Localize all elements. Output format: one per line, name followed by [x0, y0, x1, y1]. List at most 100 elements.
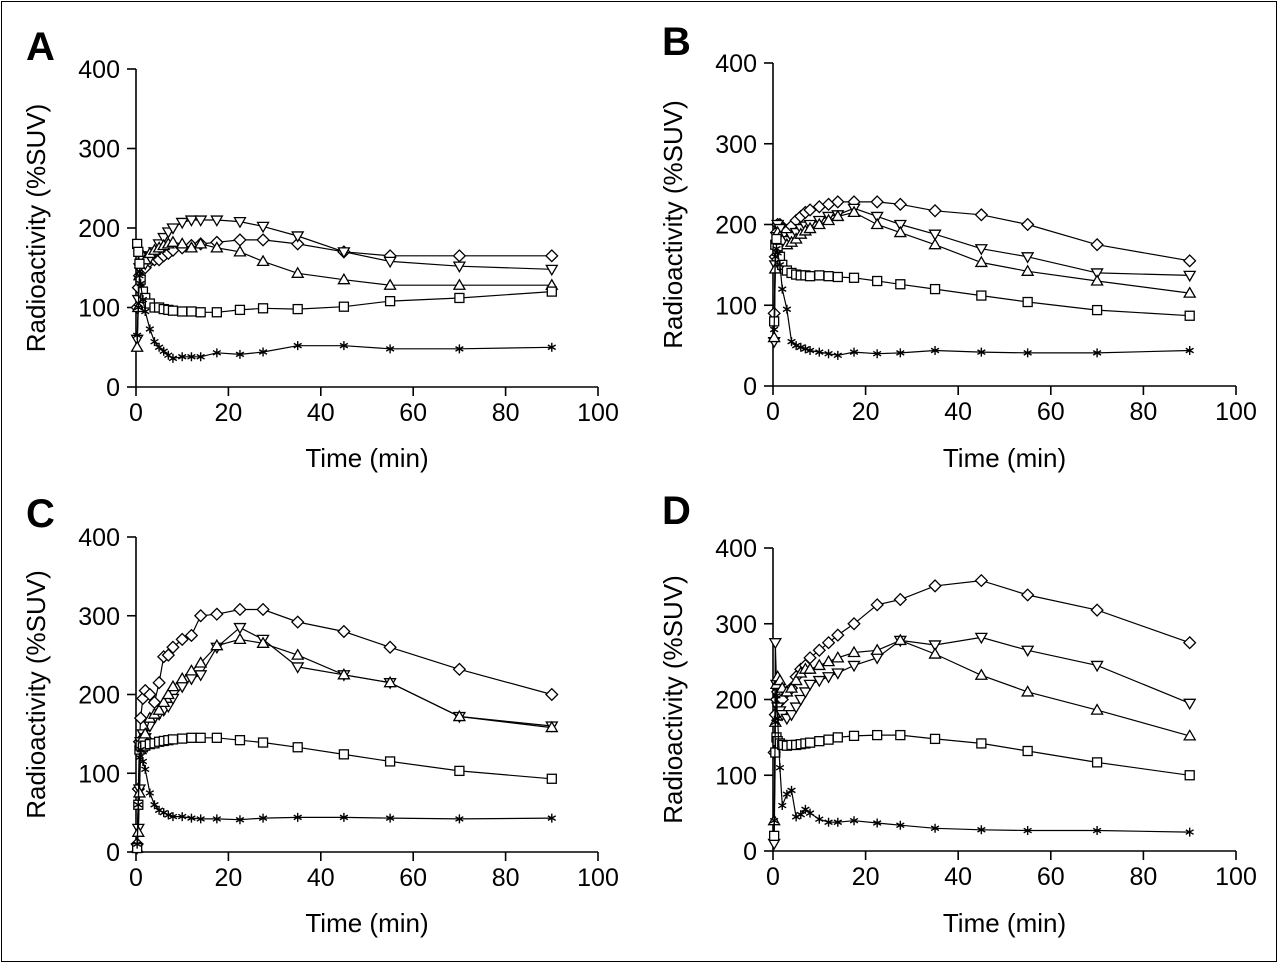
data-point-triangle-up — [893, 225, 907, 238]
data-point-star — [196, 814, 205, 824]
data-point-triangle-up — [337, 272, 351, 285]
x-tick-label: 0 — [129, 864, 143, 892]
data-point-triangle-down — [452, 261, 467, 273]
data-point-square — [1184, 770, 1195, 781]
y-tick-label: 200 — [78, 682, 120, 710]
x-tick-label: 0 — [766, 398, 780, 426]
data-point-star — [145, 788, 155, 798]
data-point-square — [895, 729, 906, 741]
data-point-triangle-up — [870, 217, 884, 230]
data-point-star — [145, 324, 155, 334]
data-point-triangle-up — [152, 703, 166, 715]
data-point-star — [849, 816, 859, 826]
data-point-triangle-up — [131, 825, 145, 837]
series-line — [136, 608, 552, 845]
data-point-diamond — [870, 598, 884, 612]
data-point-star — [872, 349, 882, 359]
data-point-star — [135, 753, 144, 762]
data-point-triangle-down — [194, 670, 208, 682]
data-point-star — [455, 344, 464, 354]
data-point-triangle-down — [1090, 660, 1104, 673]
y-tick-label: 200 — [78, 215, 120, 243]
y-tick-label: 100 — [78, 295, 120, 323]
data-point-square — [195, 307, 206, 318]
data-point-diamond — [290, 237, 305, 251]
data-point-triangle-down — [157, 232, 171, 245]
panel-d-label: D — [662, 489, 691, 533]
data-point-square — [292, 303, 303, 315]
data-point-triangle-up — [383, 675, 397, 688]
data-point-star — [815, 814, 824, 824]
data-point-diamond — [974, 573, 989, 588]
data-point-triangle-up — [175, 671, 189, 684]
x-tick-label: 60 — [399, 864, 427, 892]
data-point-square — [804, 271, 816, 282]
data-point-diamond — [233, 602, 247, 617]
series-line — [773, 639, 1190, 821]
data-point-triangle-down — [545, 264, 559, 277]
data-point-star — [339, 812, 349, 822]
data-point-square — [186, 306, 197, 317]
data-point-star — [796, 342, 806, 352]
data-point-triangle-up — [233, 245, 247, 257]
data-point-triangle-up — [545, 720, 559, 733]
data-point-triangle-up — [291, 266, 305, 278]
series-square — [769, 729, 1195, 841]
data-point-star — [977, 825, 986, 835]
series-triangle-up — [767, 633, 1197, 826]
data-point-triangle-up — [831, 209, 845, 222]
x-tick-label: 20 — [214, 399, 242, 427]
data-point-star — [1092, 348, 1102, 358]
data-point-star — [773, 713, 782, 723]
data-point-star — [168, 353, 178, 363]
y-axis-label: Radioactivity (%SUV) — [21, 104, 51, 353]
data-point-star — [339, 341, 349, 351]
data-point-square — [769, 830, 780, 841]
data-point-star — [896, 348, 905, 358]
data-point-star — [235, 349, 245, 359]
data-point-star — [782, 789, 792, 799]
data-point-triangle-down — [821, 672, 836, 684]
data-point-square — [804, 737, 816, 748]
y-tick-label: 100 — [715, 762, 757, 790]
x-axis-label: Time (min) — [943, 908, 1066, 938]
data-point-square — [546, 773, 557, 784]
x-tick-label: 0 — [129, 399, 143, 427]
y-tick-label: 300 — [78, 603, 120, 631]
data-point-triangle-up — [847, 205, 861, 218]
data-point-square — [872, 729, 883, 741]
x-tick-label: 80 — [1129, 863, 1157, 891]
data-point-triangle-down — [256, 221, 270, 234]
data-point-triangle-up — [803, 662, 817, 674]
x-axis-label: Time (min) — [943, 443, 1066, 473]
data-point-square — [848, 730, 860, 742]
data-point-triangle-down — [870, 211, 884, 224]
panel-b-label: B — [662, 20, 691, 64]
data-point-square — [257, 737, 269, 748]
data-point-star — [455, 814, 464, 824]
data-point-star — [833, 817, 843, 827]
data-point-square — [177, 733, 188, 744]
data-point-triangle-down — [291, 231, 305, 243]
data-point-triangle-up — [194, 656, 208, 668]
x-tick-label: 60 — [1037, 398, 1065, 426]
data-point-star — [140, 306, 150, 316]
series-triangle-up — [767, 205, 1197, 343]
data-point-star — [791, 341, 801, 351]
data-point-square — [257, 303, 269, 314]
data-point-diamond — [233, 233, 247, 247]
data-point-star — [293, 341, 302, 351]
x-tick-label: 100 — [577, 399, 619, 427]
x-tick-label: 20 — [214, 864, 242, 892]
data-point-star — [849, 347, 859, 357]
data-point-square — [338, 749, 350, 760]
data-point-star — [775, 763, 785, 773]
x-tick-label: 20 — [852, 863, 880, 891]
data-point-square — [454, 292, 465, 304]
data-point-triangle-down — [1183, 270, 1197, 283]
data-point-triangle-up — [210, 638, 224, 651]
data-point-triangle-up — [1183, 286, 1197, 298]
panel-c-label: C — [26, 492, 55, 536]
data-point-star — [258, 813, 268, 823]
y-tick-label: 400 — [78, 56, 120, 84]
